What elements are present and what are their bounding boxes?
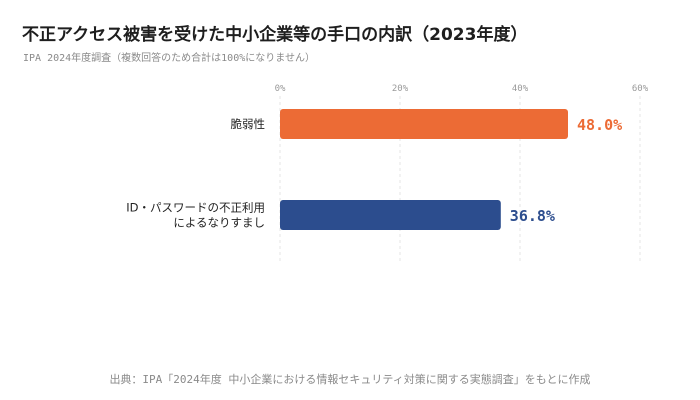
x-tick-label: 20% (392, 84, 409, 94)
source-note: 出典：IPA「2024年度 中小企業における情報セキュリティ対策に関する実態調査… (109, 373, 591, 386)
category-label: ID・パスワードの不正利用 (126, 201, 265, 215)
x-tick-label: 60% (632, 84, 649, 94)
category-label: によるなりすまし (173, 216, 265, 230)
x-tick-label: 0% (275, 84, 286, 94)
x-tick-label: 40% (512, 84, 529, 94)
bar (280, 200, 501, 230)
bar (280, 109, 568, 139)
value-label: 48.0% (577, 116, 622, 134)
chart-subtitle: IPA 2024年度調査（複数回答のため合計は100%になりません） (23, 53, 315, 64)
value-label: 36.8% (510, 207, 555, 225)
chart-title: 不正アクセス被害を受けた中小企業等の手口の内訳（2023年度） (22, 25, 528, 45)
category-label: 脆弱性 (231, 117, 266, 131)
